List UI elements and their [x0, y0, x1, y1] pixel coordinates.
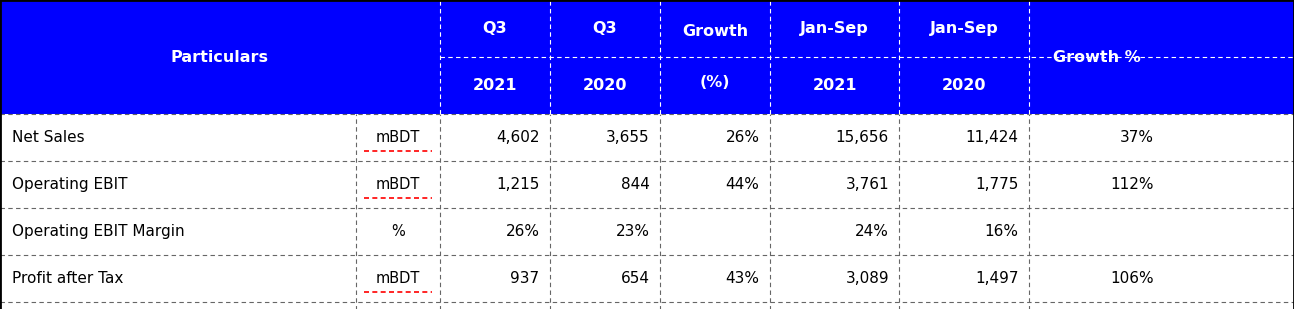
Text: Particulars: Particulars	[171, 50, 269, 65]
Bar	[0, 114, 1294, 309]
Text: 2020: 2020	[582, 78, 628, 93]
Text: 15,656: 15,656	[836, 130, 889, 145]
Text: Operating EBIT Margin: Operating EBIT Margin	[12, 224, 184, 239]
Text: 43%: 43%	[726, 271, 760, 286]
Text: Jan-Sep: Jan-Sep	[800, 21, 870, 36]
Text: mBDT: mBDT	[375, 130, 421, 145]
Text: 112%: 112%	[1110, 177, 1154, 192]
Text: 1,215: 1,215	[496, 177, 540, 192]
Text: Q3: Q3	[483, 21, 507, 36]
Text: Growth %: Growth %	[1053, 50, 1140, 65]
Text: 16%: 16%	[985, 224, 1018, 239]
Text: 3,761: 3,761	[845, 177, 889, 192]
Text: 44%: 44%	[726, 177, 760, 192]
Text: Net Sales: Net Sales	[12, 130, 84, 145]
Text: Growth: Growth	[682, 24, 748, 39]
Text: mBDT: mBDT	[375, 177, 421, 192]
Text: 24%: 24%	[855, 224, 889, 239]
Text: 11,424: 11,424	[965, 130, 1018, 145]
Text: Profit after Tax: Profit after Tax	[12, 271, 123, 286]
Bar	[0, 0, 1294, 114]
Text: 2020: 2020	[942, 78, 986, 93]
Text: 937: 937	[510, 271, 540, 286]
Text: 844: 844	[621, 177, 650, 192]
Text: 1,497: 1,497	[974, 271, 1018, 286]
Text: 3,655: 3,655	[606, 130, 650, 145]
Text: Operating EBIT: Operating EBIT	[12, 177, 127, 192]
Text: (%): (%)	[700, 75, 730, 91]
Text: 26%: 26%	[506, 224, 540, 239]
Text: 3,089: 3,089	[845, 271, 889, 286]
Text: 2021: 2021	[813, 78, 857, 93]
Text: Q3: Q3	[593, 21, 617, 36]
Text: 4,602: 4,602	[496, 130, 540, 145]
Text: %: %	[391, 224, 405, 239]
Text: 23%: 23%	[616, 224, 650, 239]
Text: 654: 654	[621, 271, 650, 286]
Text: mBDT: mBDT	[375, 271, 421, 286]
Text: 26%: 26%	[726, 130, 760, 145]
Text: 1,775: 1,775	[974, 177, 1018, 192]
Text: 106%: 106%	[1110, 271, 1154, 286]
Text: 37%: 37%	[1121, 130, 1154, 145]
Text: Jan-Sep: Jan-Sep	[929, 21, 999, 36]
Text: 2021: 2021	[472, 78, 518, 93]
